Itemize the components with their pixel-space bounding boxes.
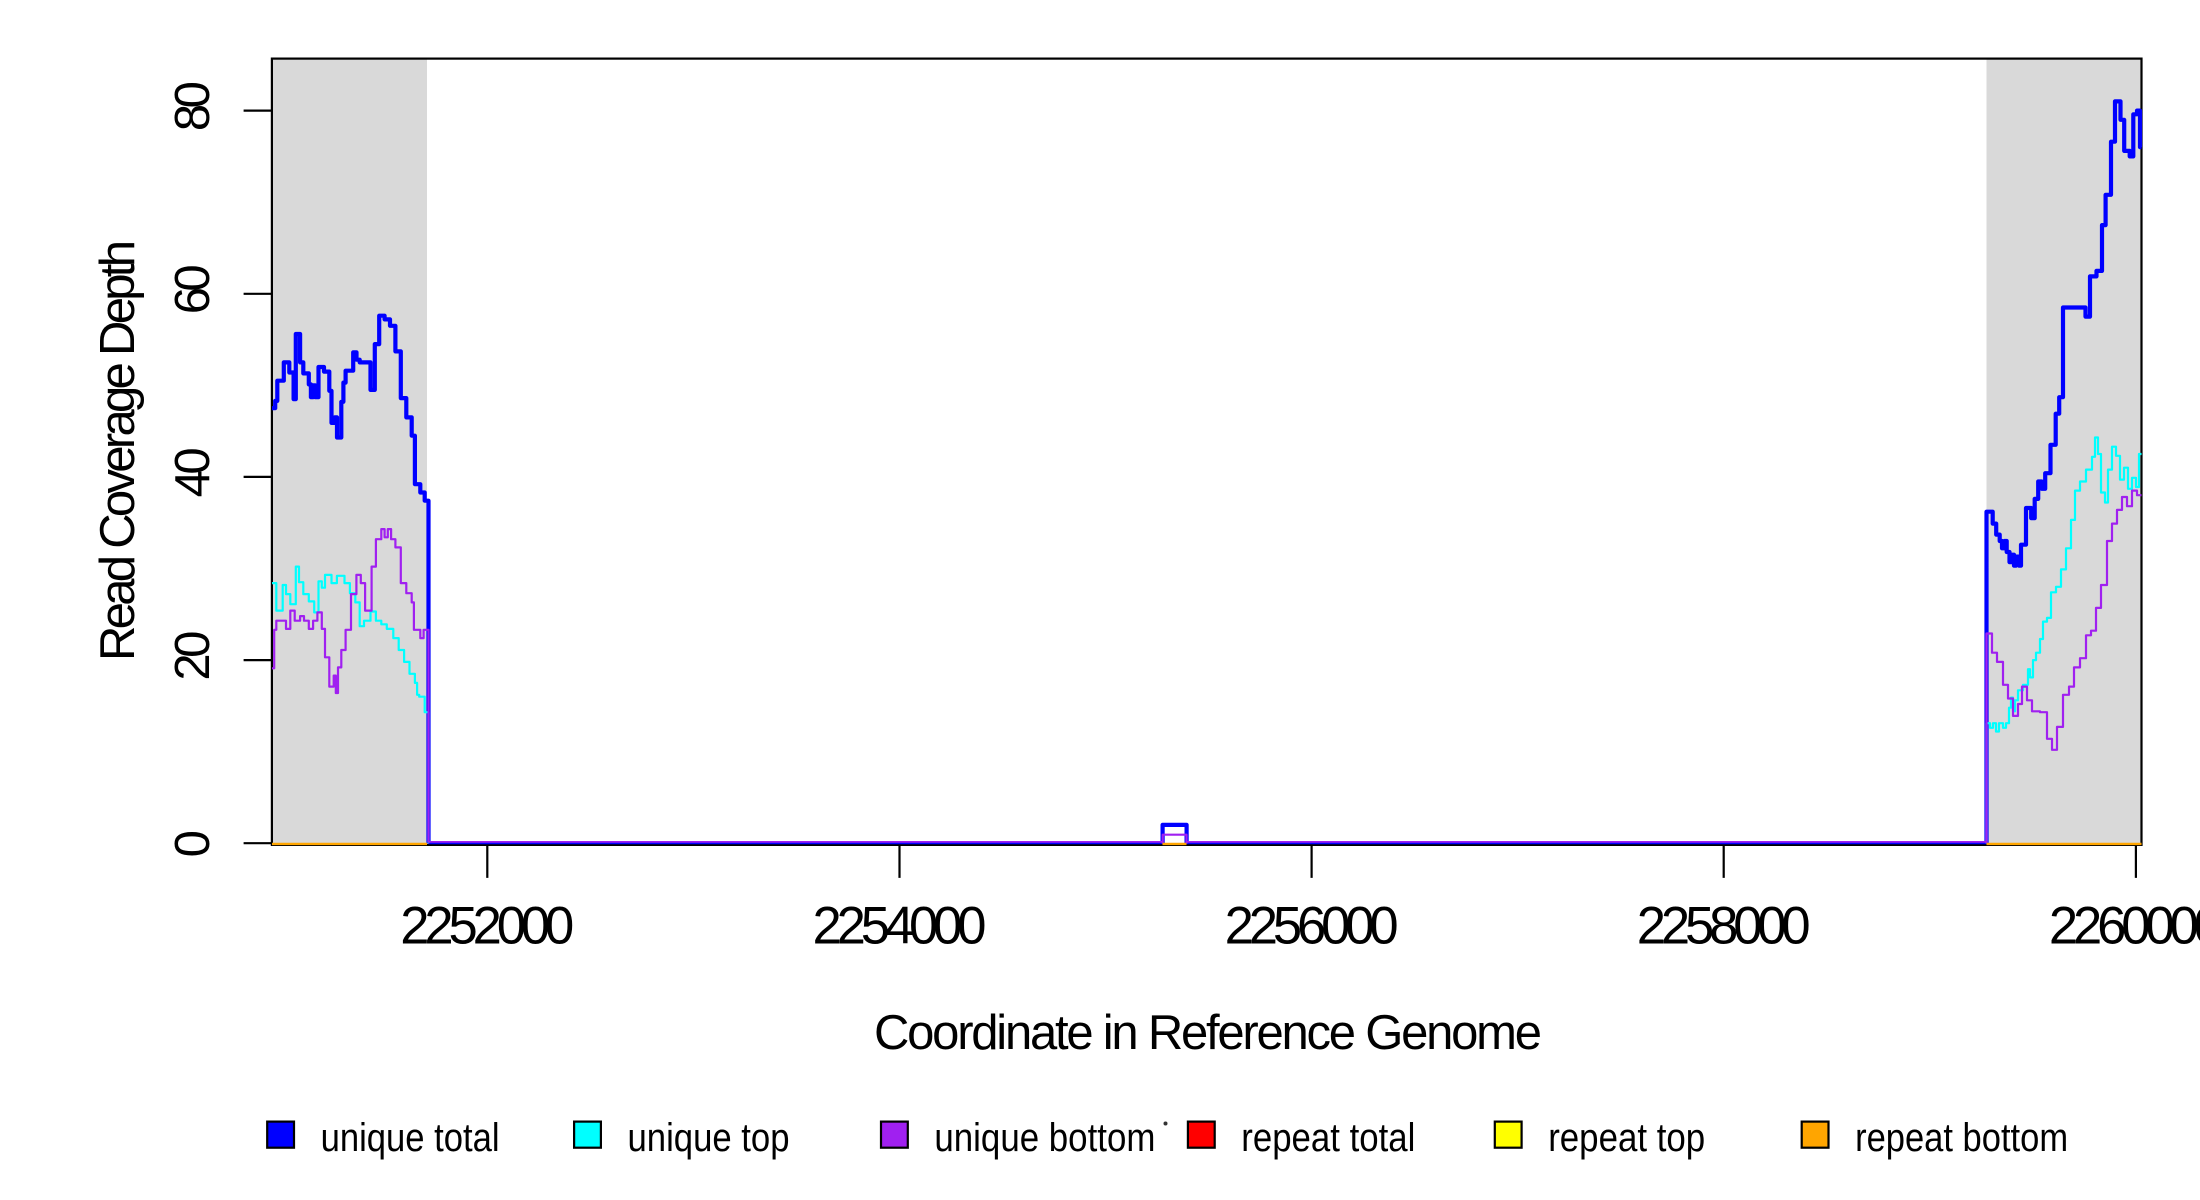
svg-text:unique total: unique total [321,1116,500,1160]
svg-text:2256000: 2256000 [1225,897,1399,956]
svg-text:repeat bottom: repeat bottom [1855,1116,2068,1160]
svg-text:2258000: 2258000 [1637,897,1811,956]
svg-text:80: 80 [166,81,220,131]
svg-text:Coordinate in Reference Genome: Coordinate in Reference Genome [874,1006,1542,1060]
svg-text:40: 40 [166,447,220,497]
svg-text:2252000: 2252000 [400,897,574,956]
svg-text:unique top: unique top [628,1116,790,1160]
svg-text:20: 20 [166,631,220,681]
svg-text:2254000: 2254000 [813,897,987,956]
svg-text:unique bottom: unique bottom [934,1116,1155,1160]
svg-text:60: 60 [166,264,220,314]
svg-text:Read Coverage Depth: Read Coverage Depth [91,240,145,661]
svg-text:repeat top: repeat top [1548,1116,1705,1160]
svg-text:repeat total: repeat total [1241,1116,1415,1160]
svg-text:0: 0 [166,830,220,857]
svg-text:2260000: 2260000 [2049,897,2200,956]
